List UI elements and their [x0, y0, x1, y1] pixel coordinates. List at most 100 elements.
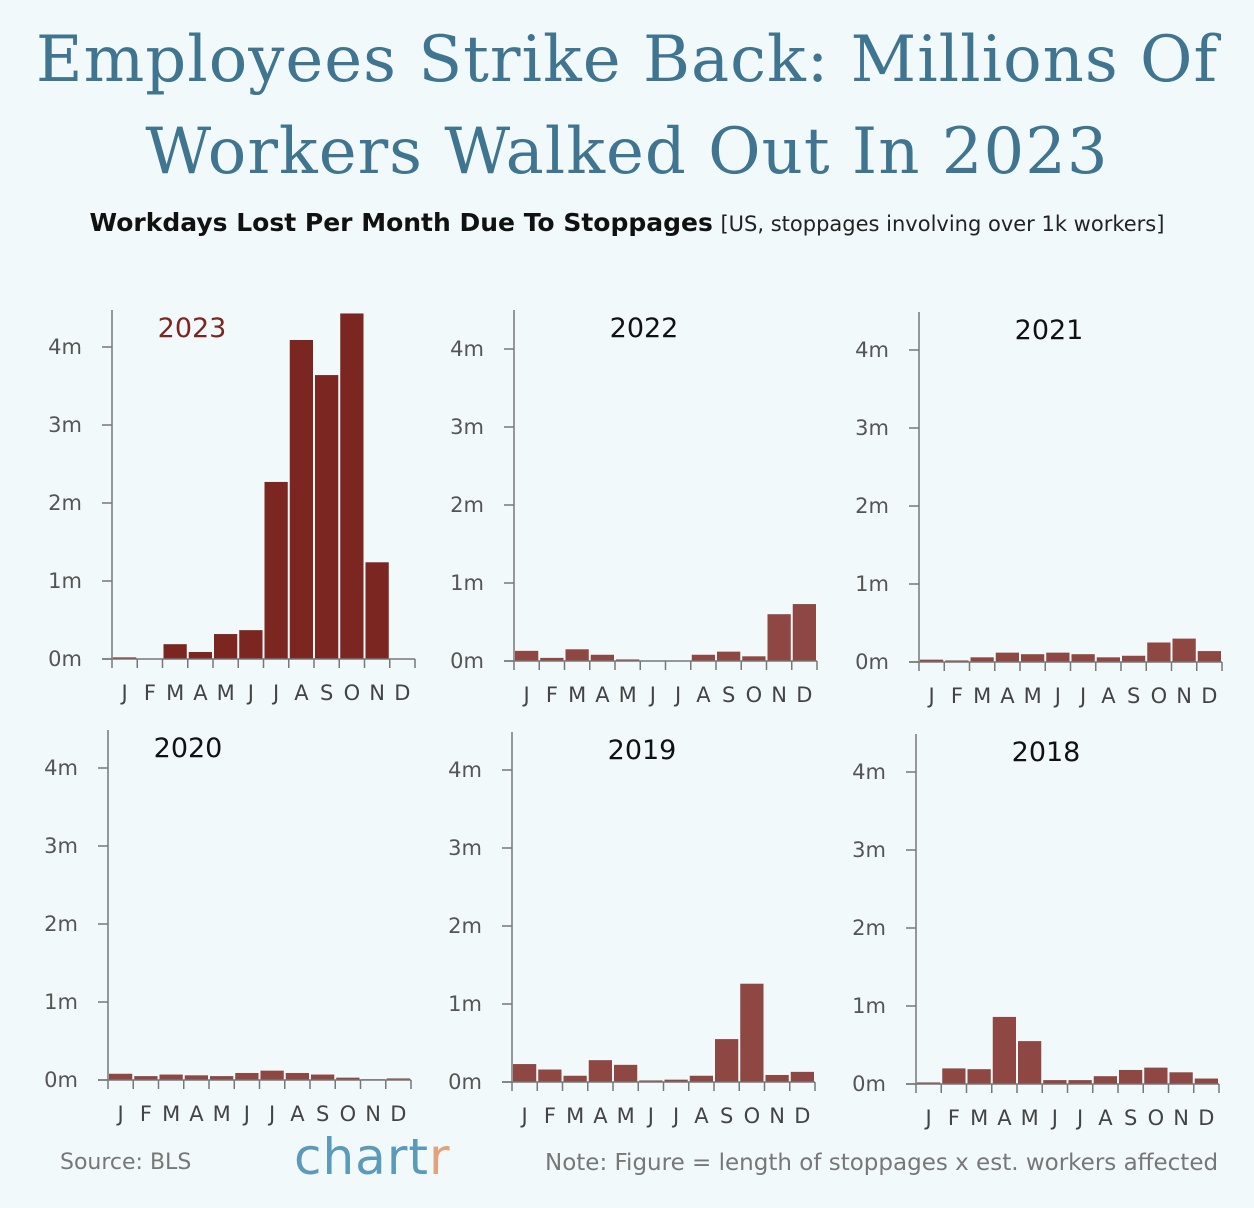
footnote: Note: Figure = length of stoppages x est… [545, 1150, 1219, 1176]
bar-S [717, 651, 741, 661]
x-tick-label: N [1176, 684, 1192, 708]
x-tick-label: A [696, 683, 711, 707]
subtitle-main: Workdays Lost Per Month Due To Stoppages [89, 208, 713, 237]
x-tick-label: O [746, 683, 763, 707]
bar-S [315, 375, 339, 659]
bar-A [689, 1075, 713, 1082]
x-tick-label: M [568, 683, 586, 707]
bar-J [920, 659, 944, 662]
x-tick-label: J [1078, 684, 1086, 708]
x-tick-label: A [294, 681, 309, 705]
bar-J [513, 1064, 537, 1082]
x-tick-label: A [997, 1106, 1012, 1130]
bar-A [588, 1060, 612, 1082]
chartr-logo: chartr [294, 1128, 451, 1186]
bar-F [945, 660, 969, 662]
bar-A [1096, 657, 1120, 662]
bar-D [1197, 651, 1221, 662]
x-tick-label: S [720, 1104, 733, 1128]
bar-J [664, 1079, 688, 1082]
x-tick-label: J [267, 1102, 275, 1126]
bar-A [188, 651, 212, 659]
x-tick-label: O [1151, 684, 1168, 708]
y-tick-label: 4m [48, 335, 82, 359]
bar-A [590, 654, 614, 661]
y-tick-label: 3m [450, 415, 484, 439]
source-label: Source: BLS [60, 1150, 192, 1175]
bar-O [1144, 1067, 1168, 1084]
x-tick-label: M [166, 681, 184, 705]
bar-J [515, 650, 539, 661]
x-tick-label: N [769, 1104, 785, 1128]
x-tick-label: J [520, 1104, 528, 1128]
y-tick-label: 3m [448, 836, 482, 860]
y-tick-label: 2m [852, 916, 886, 940]
panel-title: 2018 [1012, 737, 1081, 768]
x-tick-label: A [193, 681, 208, 705]
x-tick-label: J [673, 683, 681, 707]
x-tick-label: M [970, 1106, 988, 1130]
panel-title: 2020 [154, 733, 223, 764]
bar-M [214, 634, 238, 659]
x-tick-label: N [1173, 1106, 1189, 1130]
x-tick-label: F [951, 684, 963, 708]
bar-M [565, 649, 589, 661]
x-tick-label: S [320, 681, 333, 705]
chart-title: Employees Strike Back: Millions Of Worke… [35, 23, 1219, 189]
bar-D [1194, 1078, 1218, 1084]
bar-N [1172, 638, 1196, 662]
x-tick-label: M [1024, 684, 1042, 708]
x-tick-label: A [694, 1104, 709, 1128]
y-tick-label: 4m [852, 760, 886, 784]
y-tick-label: 0m [44, 1068, 78, 1092]
bar-J [1071, 654, 1095, 662]
x-tick-label: A [595, 683, 610, 707]
x-tick-label: J [522, 683, 530, 707]
x-tick-label: J [246, 681, 254, 705]
x-tick-label: F [144, 681, 156, 705]
bar-S [1119, 1069, 1143, 1084]
bar-N [765, 1074, 789, 1082]
y-tick-label: 3m [855, 416, 889, 440]
x-tick-label: J [116, 1102, 124, 1126]
y-tick-label: 3m [48, 413, 82, 437]
bar-D [792, 604, 816, 661]
bar-M [210, 1076, 234, 1080]
y-tick-label: 4m [855, 338, 889, 362]
bar-M [163, 644, 187, 659]
x-tick-label: J [646, 1104, 654, 1128]
x-tick-label: J [1050, 1106, 1058, 1130]
bar-J [917, 1082, 941, 1084]
panel-title: 2021 [1015, 315, 1084, 346]
bar-S [1122, 655, 1146, 662]
bar-A [289, 339, 313, 659]
bar-M [563, 1075, 587, 1082]
x-tick-label: D [1198, 1106, 1214, 1130]
y-tick-label: 2m [48, 491, 82, 515]
y-tick-label: 3m [44, 834, 78, 858]
x-tick-label: D [394, 681, 410, 705]
x-tick-label: J [242, 1102, 250, 1126]
y-tick-label: 0m [855, 650, 889, 674]
y-tick-label: 0m [852, 1072, 886, 1096]
bar-J [1043, 1080, 1067, 1084]
y-tick-label: 1m [48, 569, 82, 593]
x-tick-label: M [162, 1102, 180, 1126]
x-tick-label: S [1124, 1106, 1137, 1130]
bar-A [285, 1072, 309, 1080]
y-tick-label: 0m [450, 649, 484, 673]
y-tick-label: 2m [448, 914, 482, 938]
x-tick-label: F [544, 1104, 556, 1128]
bar-O [336, 1077, 360, 1080]
bar-S [311, 1074, 335, 1080]
bar-J [260, 1070, 284, 1080]
y-tick-label: 1m [44, 990, 78, 1014]
bar-N [365, 562, 389, 659]
bar-J [639, 1080, 663, 1082]
bar-N [1169, 1072, 1193, 1084]
bar-O [742, 656, 766, 661]
x-tick-label: N [771, 683, 787, 707]
